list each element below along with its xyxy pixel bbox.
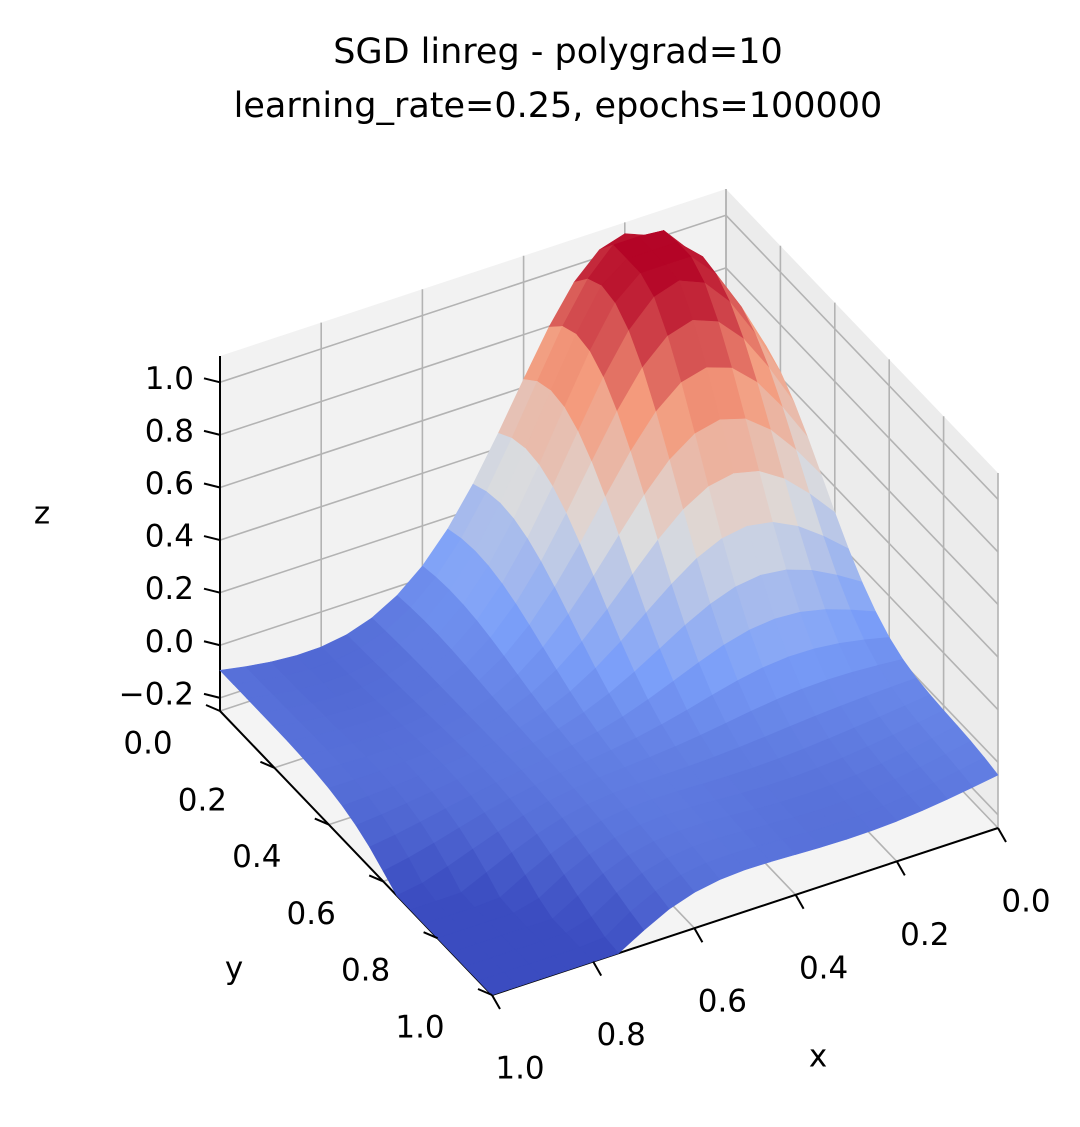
y-tick: [314, 817, 330, 826]
y-tick: [260, 760, 275, 769]
y-tick-label: 0.4: [232, 839, 281, 875]
z-tick-label: 0.0: [145, 624, 194, 660]
gridline-back-z: [725, 267, 999, 553]
z-tick-label: 0.6: [145, 466, 194, 502]
x-tick: [693, 927, 704, 943]
z-tick: [203, 429, 221, 436]
x-tick-label: 0.2: [900, 917, 949, 953]
z-tick: [203, 377, 221, 384]
y-tick-label: 0.6: [287, 896, 336, 932]
z-tick: [203, 640, 221, 647]
y-tick: [423, 931, 438, 940]
z-tick: [203, 587, 221, 594]
tick-labels: 0.00.20.40.60.81.00.00.20.40.60.81.0−0.2…: [34, 361, 1051, 1087]
surface-mesh: [219, 230, 999, 996]
x-tick-label: 0.6: [698, 984, 747, 1020]
chart-subtitle: learning_rate=0.25, epochs=100000: [233, 86, 883, 126]
y-tick: [477, 988, 493, 996]
z-tick-label: −0.2: [119, 676, 194, 712]
y-tick-label: 1.0: [395, 1010, 444, 1046]
y-tick: [368, 874, 384, 883]
z-tick: [203, 535, 221, 542]
z-tick-label: 0.8: [145, 413, 194, 449]
z-tick-label: 0.2: [145, 571, 194, 607]
x-tick: [794, 894, 805, 910]
x-tick-label: 1.0: [495, 1051, 544, 1087]
y-axis-label: y: [225, 951, 243, 987]
x-tick-label: 0.8: [597, 1017, 646, 1053]
y-tick-label: 0.2: [178, 782, 227, 818]
y-tick-label: 0.0: [123, 726, 172, 762]
x-tick-label: 0.0: [1001, 884, 1050, 920]
z-axis-label: z: [34, 496, 50, 532]
gridline-back-z: [725, 214, 999, 500]
x-tick: [491, 994, 501, 1010]
z-tick-label: 1.0: [145, 361, 194, 397]
pane-back: [726, 189, 998, 828]
chart-title: SGD linreg - polygrad=10: [333, 32, 783, 72]
z-tick-label: 0.4: [145, 519, 194, 555]
x-axis-label: x: [809, 1039, 827, 1075]
x-tick: [997, 827, 1007, 843]
y-tick: [205, 704, 221, 712]
x-tick: [592, 961, 603, 977]
x-tick-label: 0.4: [799, 950, 848, 986]
z-tick: [203, 692, 221, 699]
y-tick-label: 0.8: [341, 953, 390, 989]
z-tick: [203, 482, 221, 489]
x-tick: [895, 860, 906, 876]
tick-marks: [203, 377, 1007, 1010]
